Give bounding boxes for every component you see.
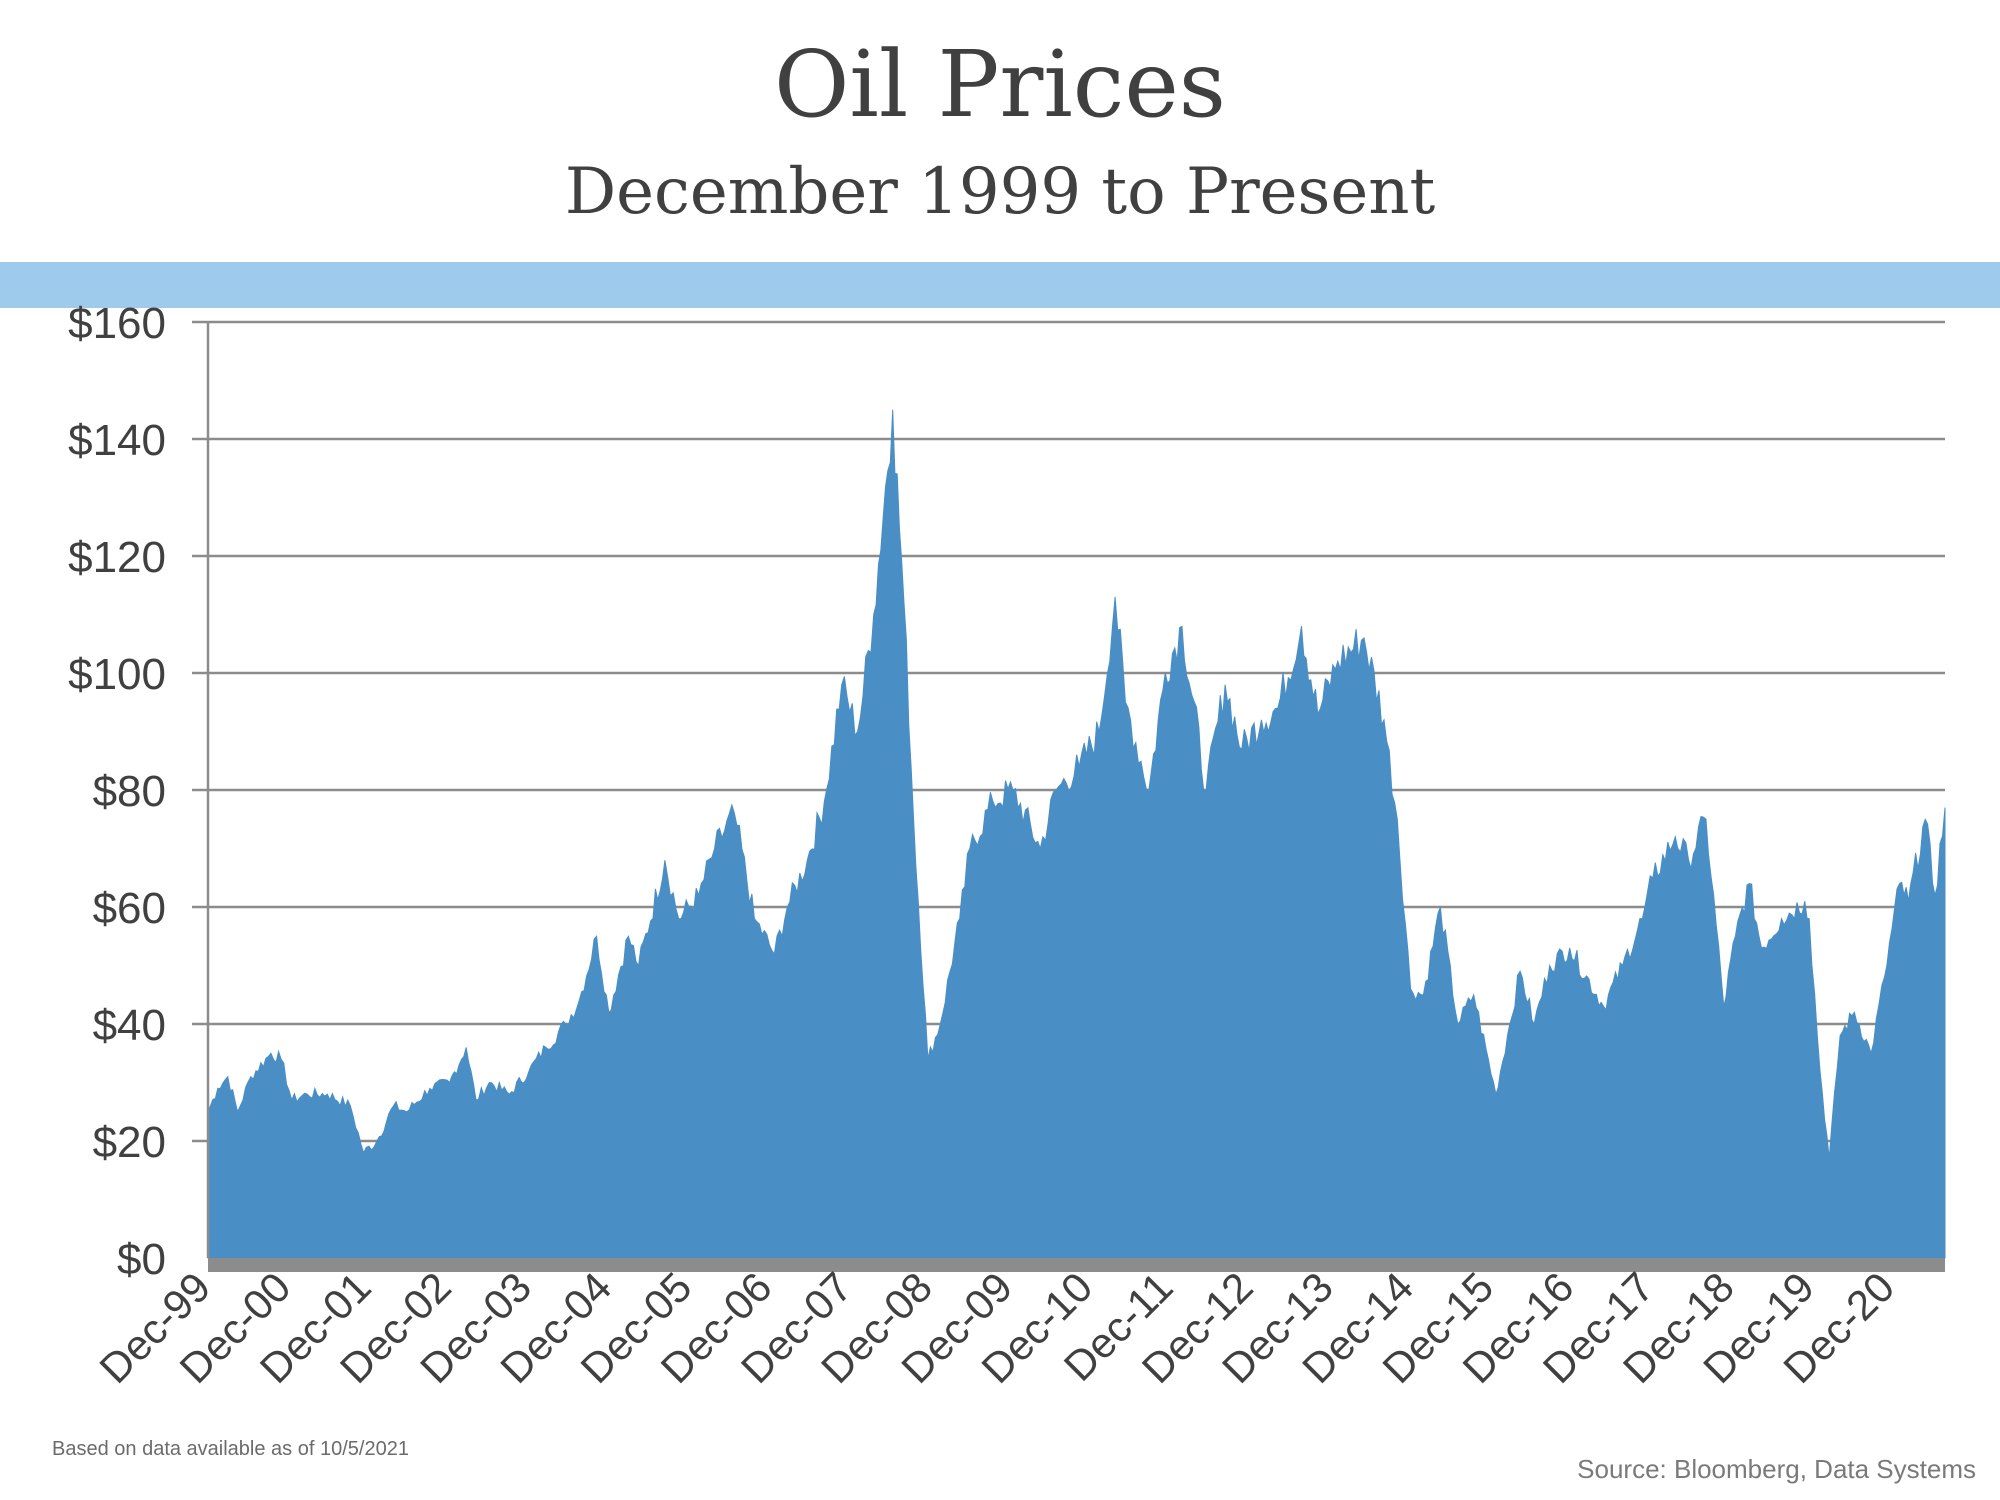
price-series-area	[207, 409, 1946, 1259]
y-tick-label: $0	[117, 1235, 166, 1284]
y-tick-label: $160	[68, 299, 166, 348]
header-band	[0, 262, 2000, 308]
y-tick-labels: $0 $20 $40 $60 $80 $100 $120 $140 $160	[68, 299, 166, 1284]
y-tick-label: $120	[68, 533, 166, 582]
axes	[206, 322, 1945, 1272]
chart-title: Oil Prices	[773, 31, 1226, 138]
data-as-of-note: Based on data available as of 10/5/2021	[52, 1438, 409, 1460]
x-tick-labels: Dec-99Dec-00Dec-01Dec-02Dec-03Dec-04Dec-…	[90, 1263, 1903, 1392]
x-axis-baseline	[208, 1258, 1945, 1272]
price-area	[207, 409, 1946, 1259]
chart-subtitle: December 1999 to Present	[564, 155, 1436, 229]
y-tick-label: $100	[68, 650, 166, 699]
y-tick-label: $20	[93, 1118, 166, 1167]
y-tick-label: $40	[93, 1001, 166, 1050]
y-tick-label: $140	[68, 416, 166, 465]
source-note: Source: Bloomberg, Data Systems	[1577, 1454, 1976, 1484]
y-tick-label: $80	[93, 767, 166, 816]
y-tick-label: $60	[93, 884, 166, 933]
